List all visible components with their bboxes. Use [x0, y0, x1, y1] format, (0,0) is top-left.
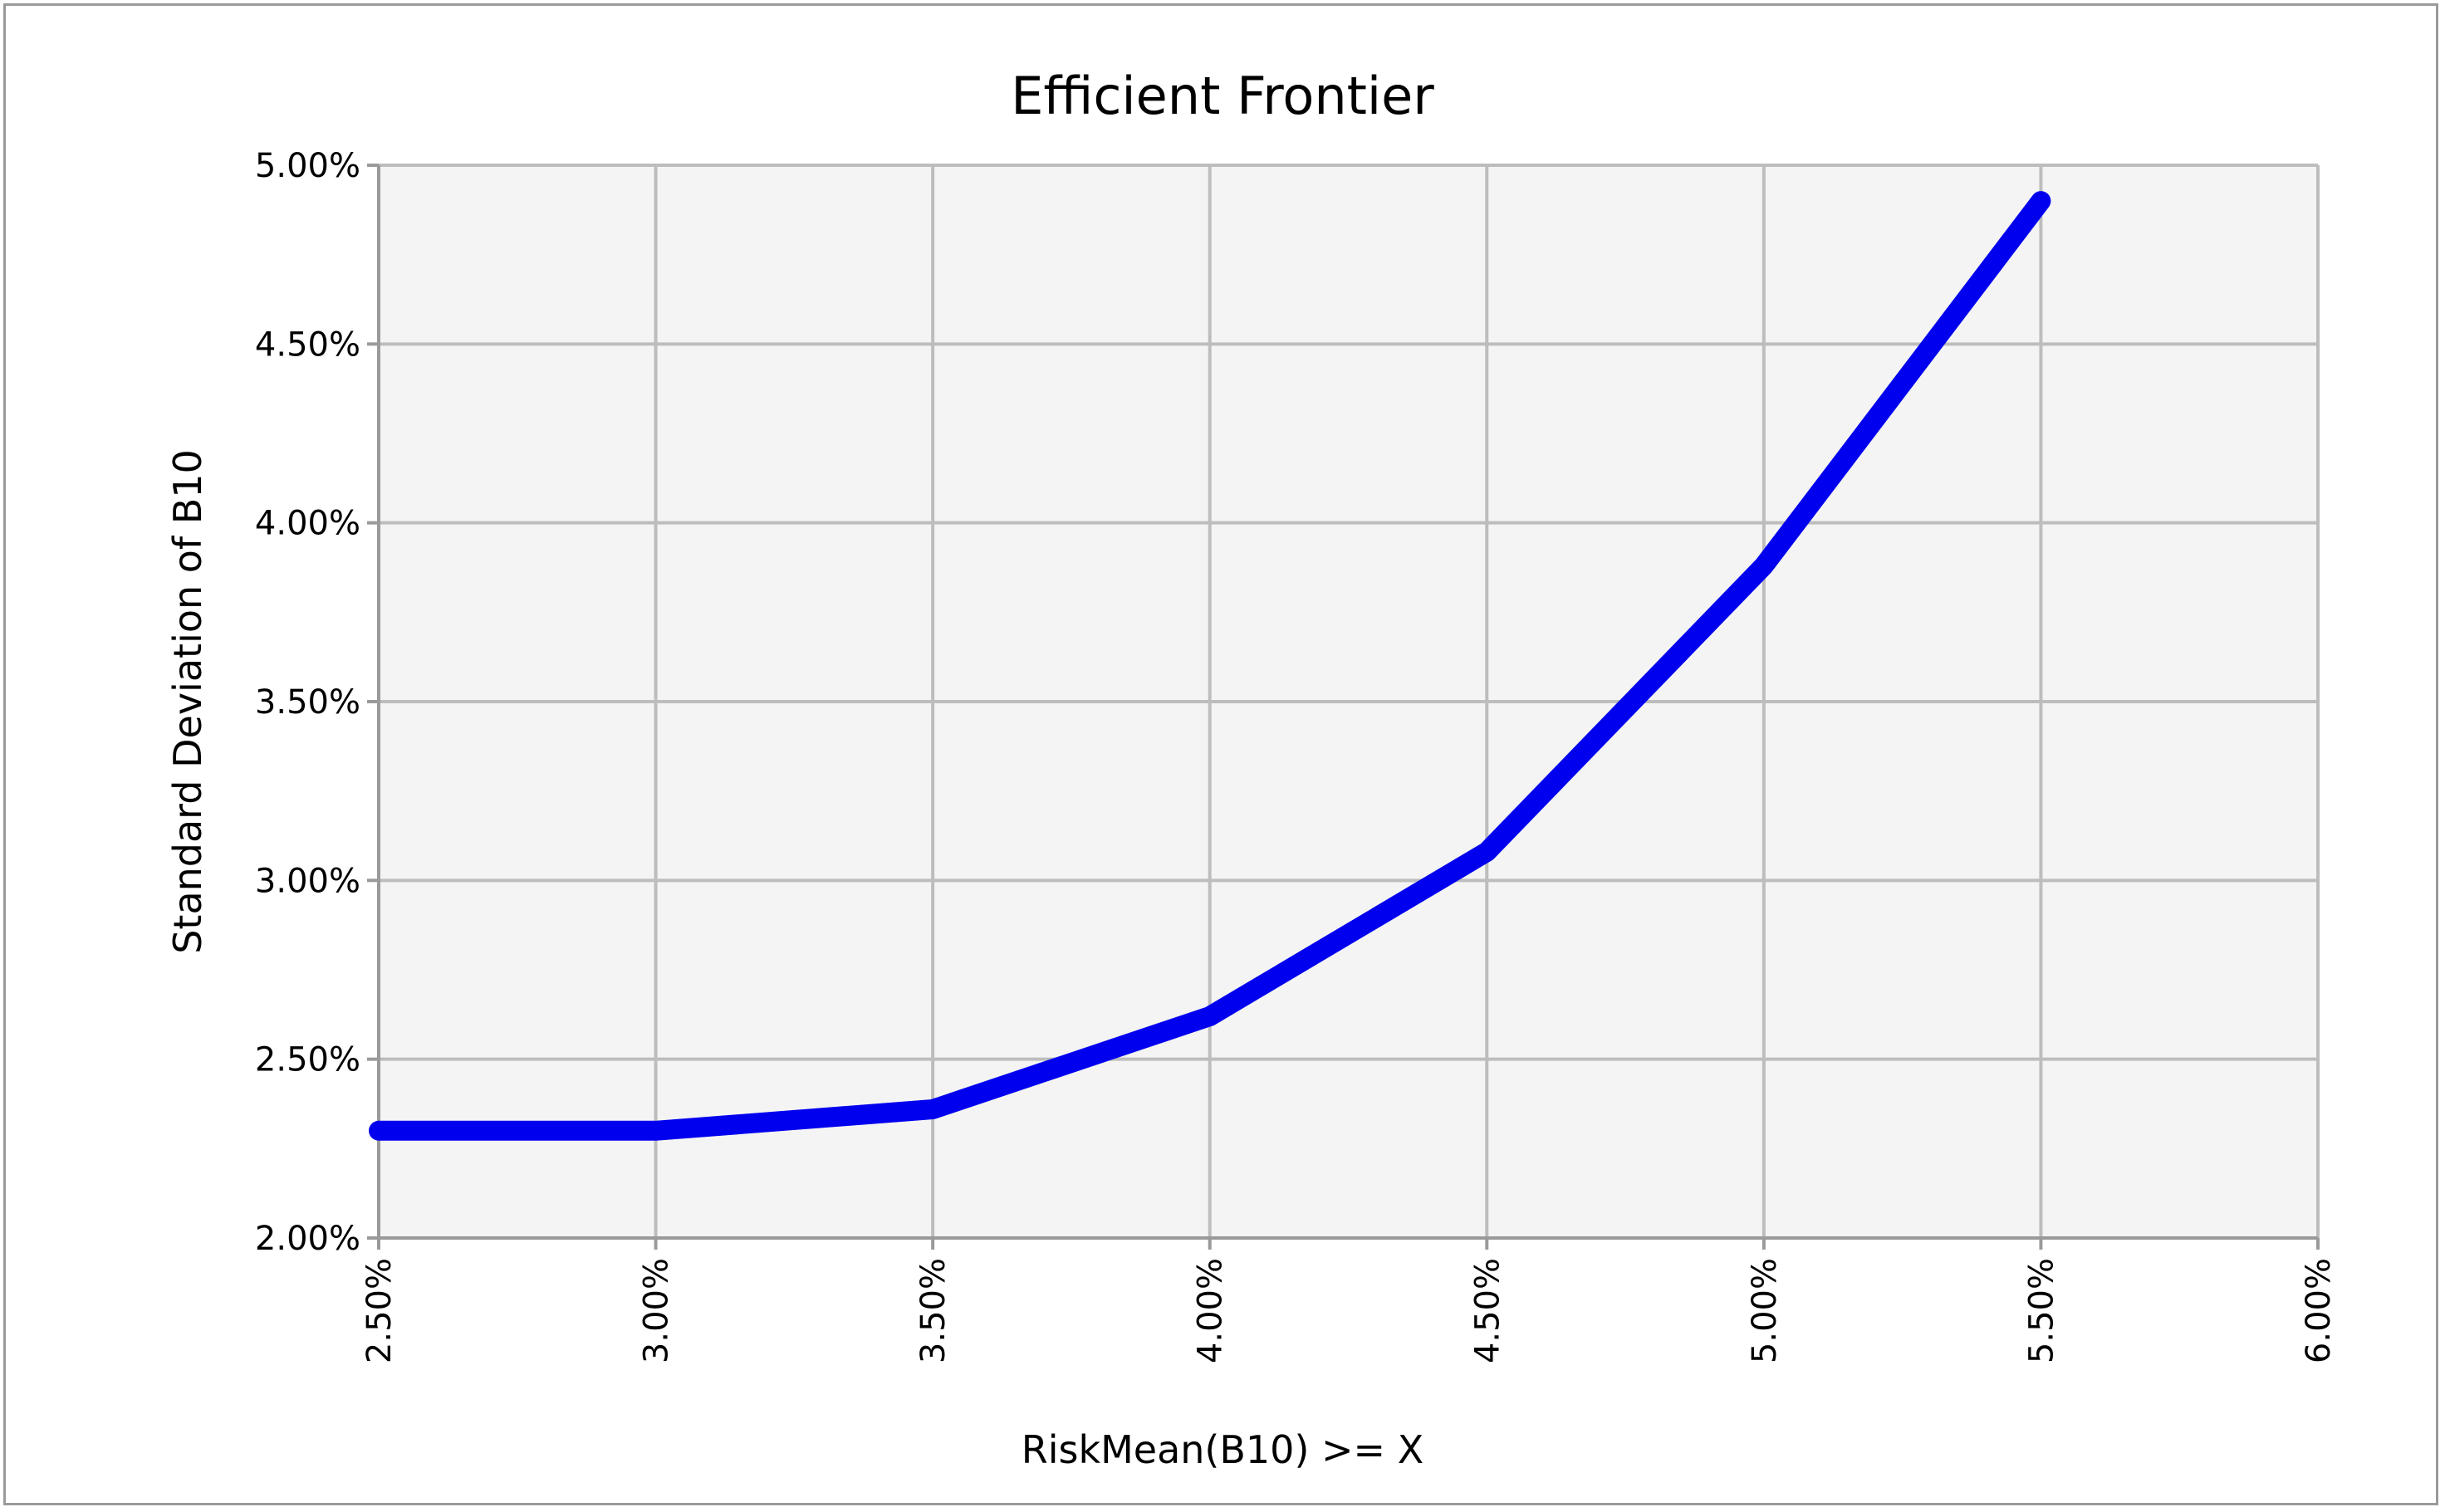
axes	[367, 164, 2320, 1250]
y-tick-label: 2.00%	[255, 1220, 360, 1258]
y-axis-label: Standard Deviation of B10	[165, 449, 210, 954]
chart-title: Efficient Frontier	[1011, 66, 1434, 126]
y-tick-label: 4.50%	[255, 325, 360, 364]
x-tick-labels: 2.50% 3.00% 3.50% 4.00% 4.50% 5.00% 5.50% 6.00%	[360, 1258, 2338, 1363]
x-tick-label: 5.50%	[2022, 1258, 2060, 1363]
x-tick-label: 3.50%	[914, 1258, 953, 1363]
x-tick-label: 6.00%	[2300, 1258, 2338, 1363]
x-axis-label: RiskMean(B10) >= X	[1022, 1427, 1424, 1472]
y-tick-label: 4.00%	[255, 505, 360, 543]
grid-lines	[377, 164, 2320, 1240]
x-tick-label: 5.00%	[1746, 1258, 1784, 1363]
x-tick-label: 2.50%	[360, 1258, 399, 1363]
y-tick-label: 2.50%	[255, 1041, 360, 1079]
series-layer	[369, 191, 2051, 1141]
y-tick-labels: 2.00% 2.50% 3.00% 3.50% 4.00% 4.50% 5.00%	[255, 147, 360, 1258]
x-tick-label: 4.50%	[1468, 1258, 1507, 1363]
y-tick-label: 3.50%	[255, 683, 360, 722]
y-tick-label: 3.00%	[255, 862, 360, 900]
x-tick-label: 3.00%	[638, 1258, 676, 1363]
series-line	[369, 191, 2051, 1141]
y-tick-label: 5.00%	[255, 147, 360, 185]
x-tick-label: 4.00%	[1192, 1258, 1230, 1363]
